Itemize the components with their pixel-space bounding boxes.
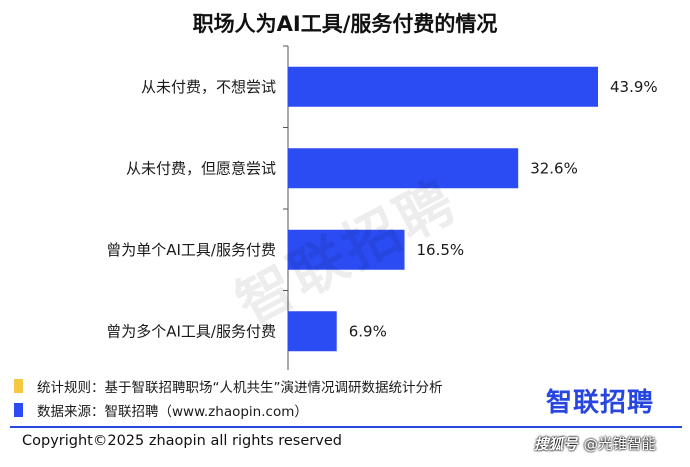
category-label: 曾为多个AI工具/服务付费 <box>106 322 276 340</box>
source-tag: 搜狐号 @光锥智能 <box>534 433 656 454</box>
value-label: 32.6% <box>530 159 578 177</box>
note-source-text: 数据来源：智联招聘（www.zhaopin.com） <box>37 404 308 420</box>
note-rule-marker <box>14 379 23 393</box>
bar <box>288 148 519 189</box>
value-label: 6.9% <box>349 322 387 340</box>
bar <box>288 311 337 352</box>
footer-divider <box>10 426 682 428</box>
value-label: 43.9% <box>610 78 658 96</box>
note-source: 数据来源：智联招聘（www.zhaopin.com） <box>14 398 443 422</box>
category-label: 曾为单个AI工具/服务付费 <box>106 241 276 259</box>
note-source-marker <box>14 403 23 417</box>
notes: 统计规则：基于智联招聘职场“人机共生”演进情况调研数据统计分析 数据来源：智联招… <box>14 374 443 422</box>
note-rule-text: 统计规则：基于智联招聘职场“人机共生”演进情况调研数据统计分析 <box>37 380 443 396</box>
chart-title: 职场人为AI工具/服务付费的情况 <box>192 12 498 36</box>
category-label: 从未付费，不想尝试 <box>141 78 276 96</box>
bar <box>288 229 405 270</box>
source-author: @光锥智能 <box>583 437 657 453</box>
bar <box>288 66 598 107</box>
value-label: 16.5% <box>417 241 465 259</box>
sohu-badge: 搜狐号 <box>534 437 578 453</box>
category-label: 从未付费，但愿意尝试 <box>126 159 276 177</box>
copyright-text: Copyright©2025 zhaopin all rights reserv… <box>22 433 342 449</box>
note-rule: 统计规则：基于智联招聘职场“人机共生”演进情况调研数据统计分析 <box>14 374 443 398</box>
bar-chart: 从未付费，不想尝试 43.9% 从未付费，但愿意尝试 32.6% 曾为单个AI工具/服务… <box>106 45 658 370</box>
zhaopin-logo: 智联招聘 <box>546 388 655 418</box>
